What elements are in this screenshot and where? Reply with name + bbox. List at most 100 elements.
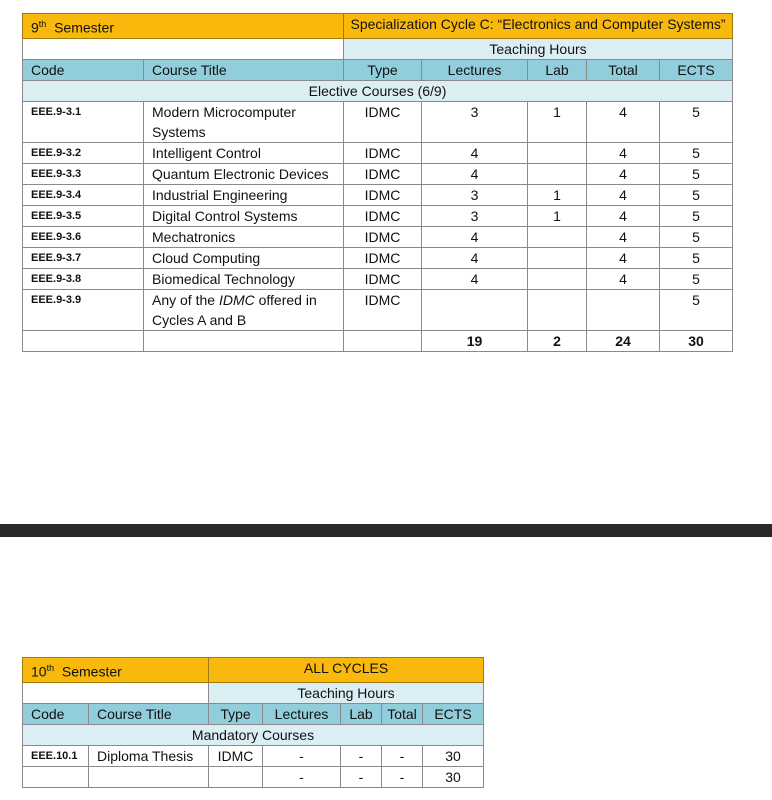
total-cell <box>22 765 89 788</box>
ects: 5 <box>659 141 734 164</box>
table-row: EEE.9-3.1 Modern Microcomputer Systems IDM… <box>22 100 734 143</box>
lab: 1 <box>527 100 588 143</box>
totals-row: 19 2 24 30 <box>22 329 734 352</box>
column-header: Course Title <box>142 58 345 81</box>
total-cell: - <box>340 765 383 788</box>
course-title: Digital Control Systems <box>142 204 345 227</box>
section-title: Elective Courses (6/9) <box>21 79 734 102</box>
course-title: Any of the IDMC offered in Cycles A and … <box>142 288 345 331</box>
course-type: IDMC <box>343 267 423 290</box>
course-type: IDMC <box>343 225 423 248</box>
table-row: EEE.9-3.6 Mechatronics IDMC 4 4 5 <box>22 225 734 248</box>
total-cell: 30 <box>422 765 485 788</box>
section-row: Elective Courses (6/9) <box>21 79 734 102</box>
total-cell <box>142 329 345 352</box>
table-row: EEE.9-3.4 Industrial Engineering IDMC 3 1 4 5 <box>22 183 734 206</box>
table-row: EEE.9-3.5 Digital Control Systems IDMC 3 1 4 5 <box>22 204 734 227</box>
total-cell: - <box>262 765 342 788</box>
column-header: Lab <box>340 702 383 725</box>
ects: 5 <box>659 225 734 248</box>
lectures: 3 <box>421 100 529 143</box>
total-cell <box>22 329 144 352</box>
course-code: EEE.9-3.7 <box>22 246 144 269</box>
lab <box>527 246 588 269</box>
total: 4 <box>586 267 661 290</box>
total-cell: 24 <box>586 329 661 352</box>
lab: - <box>340 744 383 767</box>
course-type: IDMC <box>343 100 423 143</box>
course-code: EEE.9-3.1 <box>22 100 144 143</box>
empty-cell <box>21 681 210 704</box>
total: 4 <box>586 246 661 269</box>
column-header: Lectures <box>262 702 342 725</box>
lab <box>527 162 588 185</box>
total: 4 <box>586 162 661 185</box>
column-header: Total <box>381 702 424 725</box>
ects: 5 <box>659 288 734 331</box>
lab <box>527 141 588 164</box>
column-header: Type <box>343 58 423 81</box>
course-code: EEE.9-3.9 <box>22 288 144 331</box>
course-title: Intelligent Control <box>142 141 345 164</box>
page-separator <box>0 524 772 537</box>
table-row: EEE.9-3.8 Biomedical Technology IDMC 4 4 5 <box>22 267 734 290</box>
ects: 5 <box>659 267 734 290</box>
tenth-semester-table: 10th Semester ALL CYCLES Teaching Hours Cod… <box>21 657 485 788</box>
column-header: Course Title <box>87 702 210 725</box>
total-cell: 2 <box>527 329 588 352</box>
total: 4 <box>586 225 661 248</box>
lectures: 4 <box>421 225 529 248</box>
teaching-hours-label: Teaching Hours <box>208 681 485 704</box>
column-header: Type <box>208 702 264 725</box>
teaching-hours-row: Teaching Hours <box>21 681 485 704</box>
column-header: Total <box>586 58 661 81</box>
table-row: EEE.9-3.3 Quantum Electronic Devices IDMC 4… <box>22 162 734 185</box>
course-title: Cloud Computing <box>142 246 345 269</box>
semester-label: 9th Semester <box>21 13 345 39</box>
section-title: Mandatory Courses <box>21 723 485 746</box>
ects: 5 <box>659 183 734 206</box>
total: 4 <box>586 204 661 227</box>
ects: 30 <box>422 744 485 767</box>
ects: 5 <box>659 204 734 227</box>
ects: 5 <box>659 162 734 185</box>
course-code: EEE.10.1 <box>22 744 89 767</box>
teaching-hours-row: Teaching Hours <box>21 37 734 60</box>
ects: 5 <box>659 100 734 143</box>
column-header: ECTS <box>422 702 485 725</box>
lectures: 4 <box>421 246 529 269</box>
semester-word: Semester <box>61 663 122 680</box>
course-type: IDMC <box>208 744 264 767</box>
lab: 1 <box>527 204 588 227</box>
ects: 5 <box>659 246 734 269</box>
course-type: IDMC <box>343 141 423 164</box>
course-code: EEE.9-3.8 <box>22 267 144 290</box>
course-code: EEE.9-3.2 <box>22 141 144 164</box>
semester-number: 10 <box>31 663 47 680</box>
total: 4 <box>586 183 661 206</box>
lab <box>527 288 588 331</box>
total-cell <box>208 765 264 788</box>
column-header-row: Code Course Title Type Lectures Lab Total ECTS <box>22 58 734 81</box>
course-title: Biomedical Technology <box>142 267 345 290</box>
total-cell: 19 <box>421 329 529 352</box>
semester-row: 9th Semester Specialization Cycle C: “Ele… <box>21 13 734 39</box>
empty-cell <box>21 37 345 60</box>
course-type: IDMC <box>343 183 423 206</box>
table-row: EEE.10.1 Diploma Thesis IDMC - - -30 <box>22 744 485 767</box>
total <box>586 288 661 331</box>
semester-number: 9 <box>31 19 39 36</box>
total-cell <box>87 765 210 788</box>
course-type: IDMC <box>343 162 423 185</box>
course-code: EEE.9-3.5 <box>22 204 144 227</box>
column-header: Code <box>22 58 144 81</box>
semester-word: Semester <box>54 19 115 36</box>
cycle-title: ALL CYCLES <box>208 657 485 683</box>
section-row: Mandatory Courses <box>21 723 485 746</box>
semester-row: 10th Semester ALL CYCLES <box>21 657 485 683</box>
semester-suffix: th <box>46 663 55 673</box>
ninth-semester-table: 9th Semester Specialization Cycle C: “Ele… <box>21 13 734 352</box>
total-cell <box>343 329 423 352</box>
column-header-row: Code Course Title Type Lectures Lab Total ECTS <box>22 702 485 725</box>
cycle-title: Specialization Cycle C: “Electronics and… <box>343 13 734 39</box>
